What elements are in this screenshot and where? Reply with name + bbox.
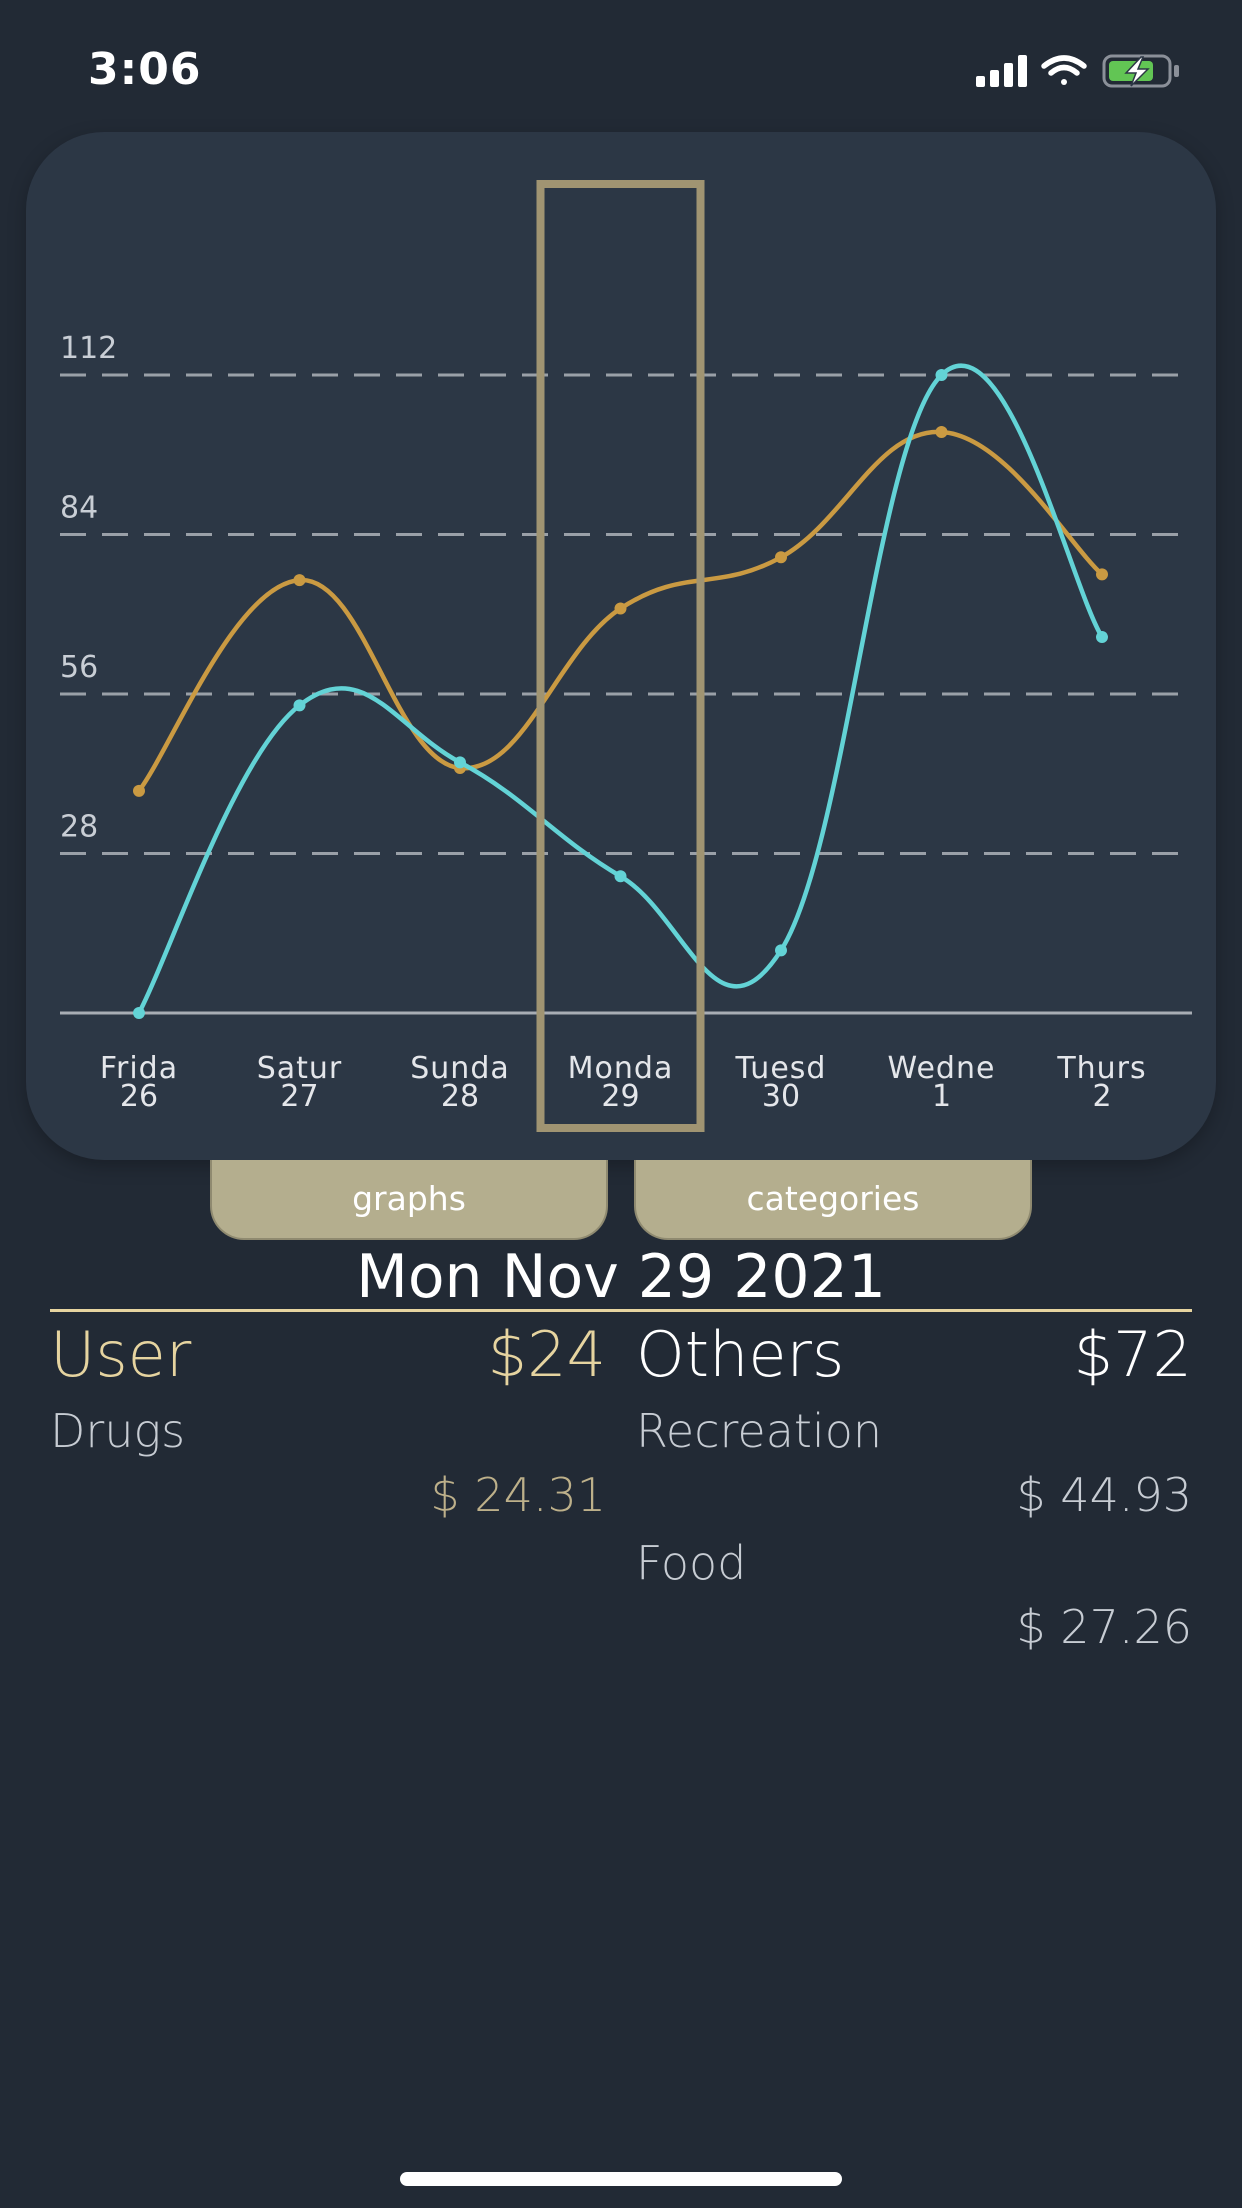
x-tick-label: Wedne [888,1051,996,1086]
user-name: User [50,1318,192,1391]
selected-day-highlight[interactable] [536,180,705,1132]
x-tick-label: Frida [100,1051,178,1086]
data-point [133,1007,145,1019]
wifi-icon [1041,55,1087,85]
home-indicator [400,2172,842,2186]
category-label: Drugs [50,1404,186,1458]
cellular-signal-icon [976,55,1027,87]
categories-button[interactable]: categories [634,1160,1032,1240]
x-tick-label: Sunda [410,1051,510,1086]
others-column: Others $72 Recreation $ 44.93 Food $ 27.… [636,1312,1192,1656]
x-tick-label: 27 [280,1079,318,1114]
data-point [775,944,787,957]
category-label: Food [636,1536,747,1590]
battery-charging-icon [1102,54,1179,88]
category-label: Recreation [636,1404,882,1458]
x-tick-label: Satur [257,1051,343,1086]
y-tick-label: 28 [60,810,98,845]
data-point [614,870,627,883]
x-tick-label: 29 [601,1079,639,1114]
y-tick-label: 84 [60,491,98,526]
x-tick-label: Tuesd [735,1051,827,1086]
data-point [133,784,145,797]
data-point [935,369,948,381]
user-total: $24 [487,1318,606,1391]
y-tick-label: 56 [60,650,98,685]
category-amount: $ 24.31 [430,1468,606,1522]
x-tick-label: 30 [762,1079,800,1114]
x-tick-label: 1 [932,1079,951,1114]
series-line [137,363,1104,1015]
category-amount: $ 27.26 [1016,1600,1192,1654]
x-tick-label: 26 [120,1079,158,1114]
status-time: 3:06 [88,44,202,95]
data-point [775,551,787,564]
chart-card: 28 56 84 112 Frida 26 Satur 27 Sunda 28 Monda 29 Tue… [26,132,1216,1160]
status-icons [976,52,1206,96]
data-point [454,756,466,769]
line-chart[interactable]: 285684112Frida26Satur27Sunda28Monda29Tue… [26,132,1216,1160]
divider [50,1309,1192,1312]
data-point [935,425,948,438]
y-tick-label: 112 [60,331,117,366]
x-tick-label: 28 [441,1079,479,1114]
data-point [293,699,306,712]
others-name: Others [636,1318,845,1391]
status-bar: 3:06 [0,0,1242,140]
data-point [614,602,627,615]
data-point [1096,568,1108,581]
data-point [1096,631,1108,644]
graphs-button[interactable]: graphs [210,1160,608,1240]
category-amount: $ 44.93 [1016,1468,1192,1522]
selected-date: Mon Nov 29 2021 [356,1242,886,1312]
others-total: $72 [1073,1318,1192,1391]
x-tick-label: 2 [1092,1079,1111,1114]
user-column: User $24 Drugs $ 24.31 [50,1312,606,1524]
data-point [293,574,306,587]
x-tick-label: Monda [568,1051,674,1086]
x-tick-label: Thurs [1056,1051,1146,1086]
